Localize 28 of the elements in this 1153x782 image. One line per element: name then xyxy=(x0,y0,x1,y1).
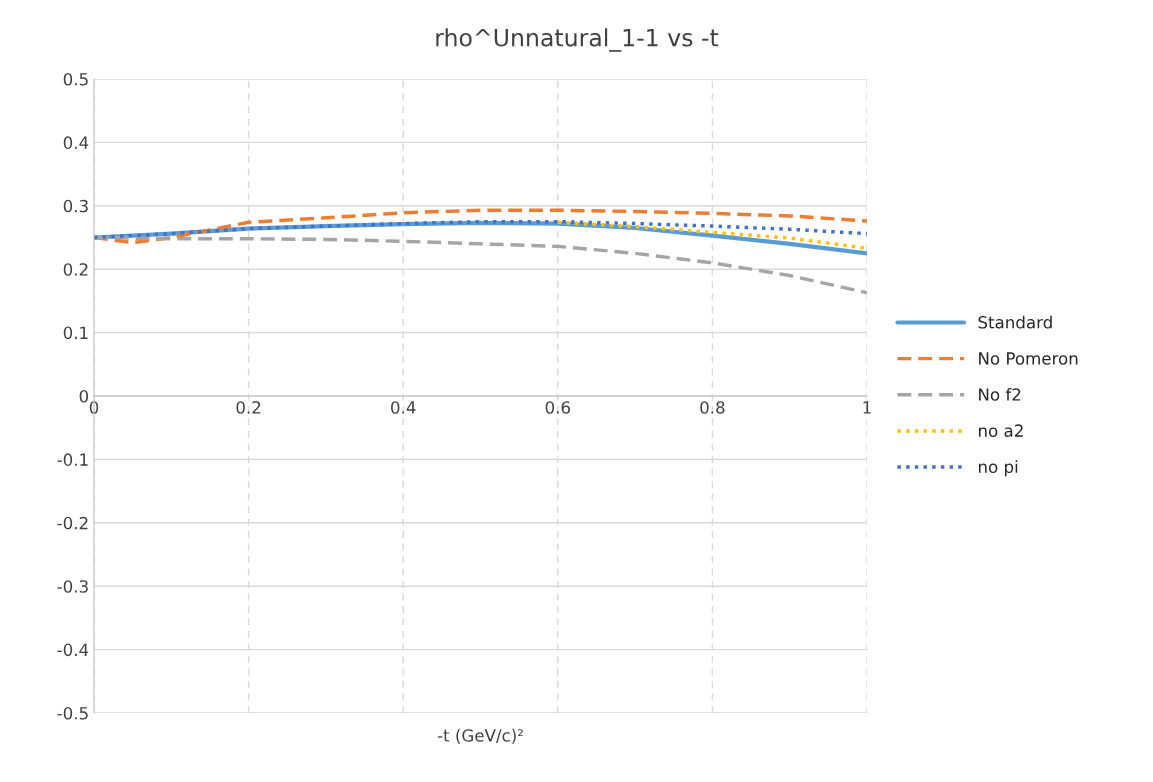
legend-label: No Pomeron xyxy=(979,352,1078,365)
y-tick-label: -0.5 xyxy=(57,706,88,720)
y-tick-label: 0.2 xyxy=(63,263,88,276)
y-tick-label: -0.3 xyxy=(57,580,88,593)
line-series xyxy=(556,220,867,251)
y-tick-label: 0.4 xyxy=(63,136,89,149)
x-tick-label: 0.4 xyxy=(391,401,416,414)
legend-label: no a2 xyxy=(978,424,1023,437)
x-tick-label: 0.2 xyxy=(236,401,261,414)
y-tick-label: 0.5 xyxy=(63,72,88,86)
y-tick-label: 0 xyxy=(79,389,89,403)
line-series xyxy=(94,235,867,295)
y-tick-label: -0.1 xyxy=(57,453,88,466)
y-tick-label: -0.4 xyxy=(57,643,89,657)
line-series xyxy=(94,208,867,245)
x-tick-label: 0.6 xyxy=(545,401,570,414)
x-axis-title: -t (GeV/c)² xyxy=(437,728,523,744)
legend-label: no pi xyxy=(978,460,1018,477)
legend-label: No f2 xyxy=(979,387,1021,401)
x-tick-label: 0.8 xyxy=(700,401,725,414)
y-tick-label: 0.3 xyxy=(63,199,88,213)
x-tick-label: 0 xyxy=(89,401,99,414)
y-tick-label: -0.2 xyxy=(57,516,88,530)
line-series xyxy=(94,219,867,240)
x-tick-label: 1 xyxy=(863,401,871,414)
y-tick-label: 0.1 xyxy=(63,326,88,340)
chart-title: rho^Unnatural_1-1 vs -t xyxy=(436,28,719,52)
legend-label: Standard xyxy=(978,315,1052,329)
